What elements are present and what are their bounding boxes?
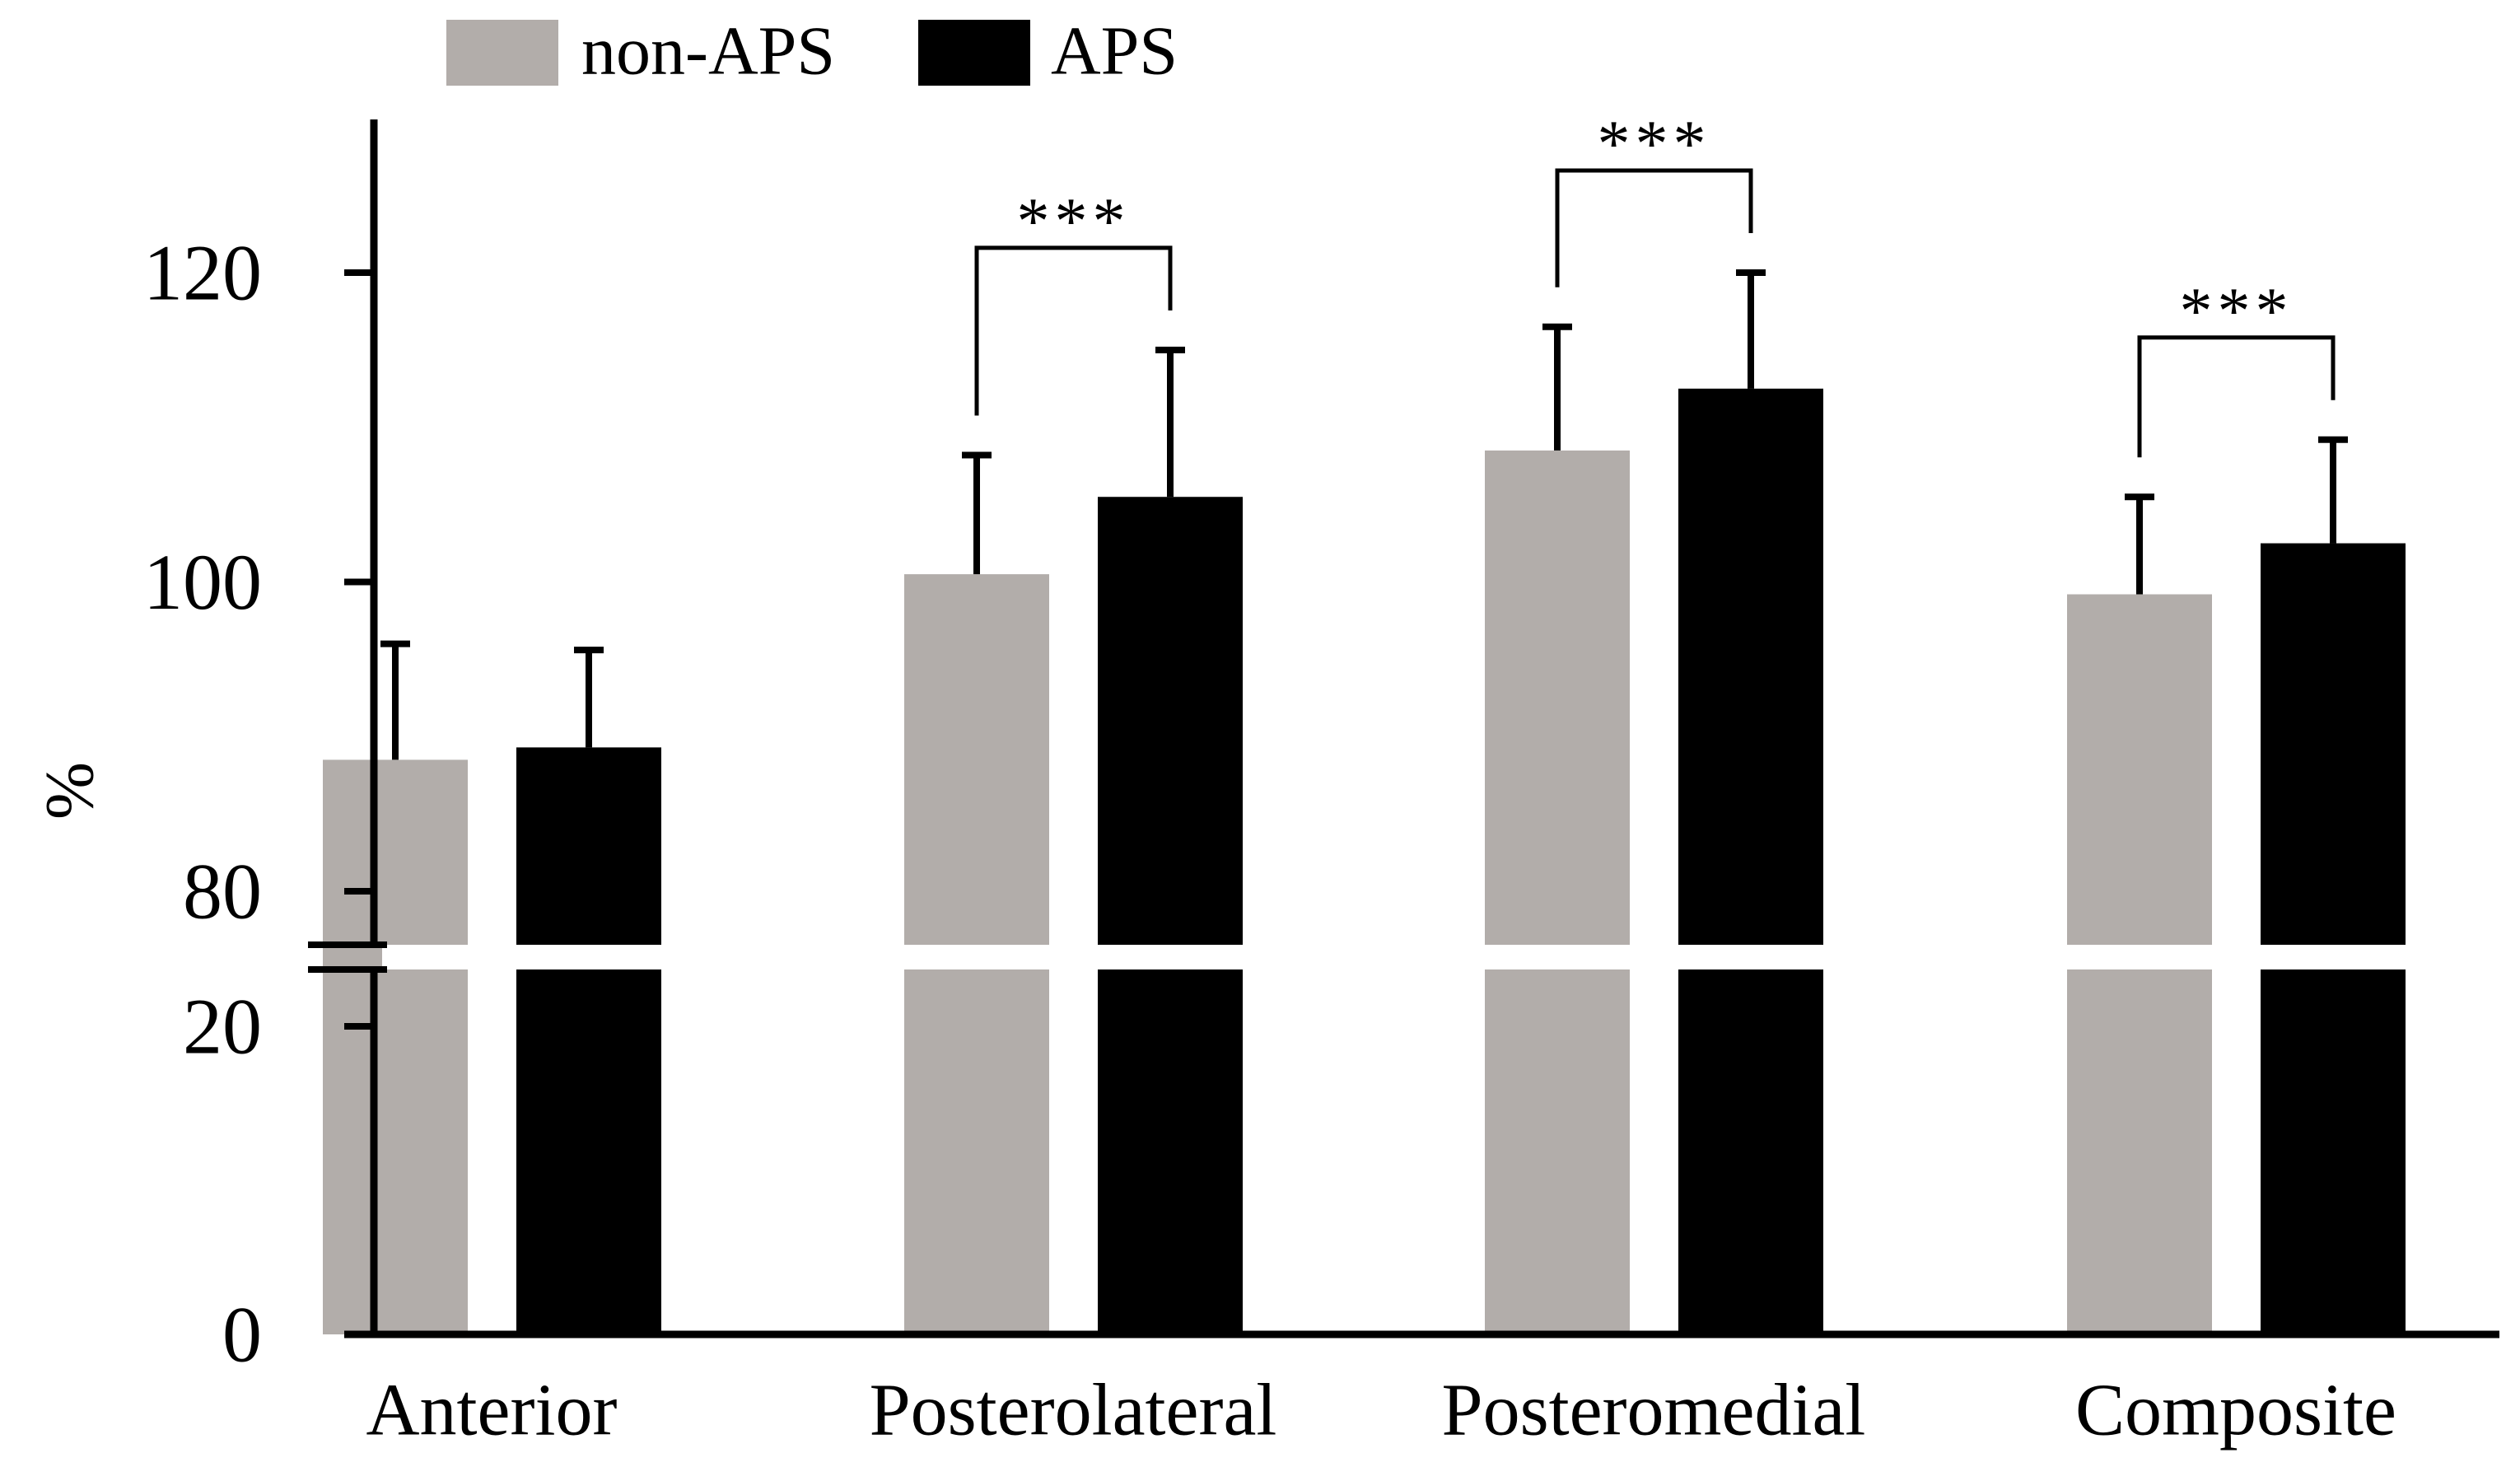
axis-break-band [382,945,2508,969]
bar-aps-anterior [516,747,661,1334]
axes: 0 20 80 100 120 [143,119,2499,1379]
x-tick-label-composite: Composite [2075,1370,2396,1451]
error-bars [380,269,2348,760]
significance-bracket-composite [2137,335,2336,458]
legend-label-non-aps: non-APS [581,13,835,90]
legend-swatch-aps [918,20,1030,86]
labels: % Anterior Posterolateral Posteromedial Comp… [32,762,2397,1451]
bar-aps-posterolateral [1098,497,1243,1334]
bar-non-aps-anterior [323,759,468,1334]
x-tick-label-anterior: Anterior [366,1370,618,1451]
bar-non-aps-posteromedial [1485,450,1630,1334]
y-tick-label-100: 100 [143,538,262,626]
significance-brackets: *** *** *** [974,108,2336,458]
bar-aps-posteromedial [1678,388,1823,1334]
significance-bracket-posteromedial [1555,168,1753,287]
legend: non-APS APS [446,13,1178,90]
y-tick-label-80: 80 [183,848,262,936]
y-axis-label: % [32,762,109,820]
significance-bracket-posterolateral [974,245,1173,416]
legend-swatch-non-aps [446,20,558,86]
bar-aps-composite [2261,543,2406,1334]
axis-break-gap [382,945,2508,969]
significance-label-posteromedial: *** [1598,108,1711,180]
y-tick-label-120: 120 [143,229,262,317]
x-tick-label-posteromedial: Posteromedial [1442,1370,1866,1451]
significance-label-posterolateral: *** [1017,185,1131,258]
bars [323,388,2406,1334]
legend-label-aps: APS [1051,13,1178,90]
significance-label-composite: *** [2180,275,2294,348]
y-tick-label-0: 0 [222,1291,262,1379]
x-tick-label-posterolateral: Posterolateral [870,1370,1277,1451]
y-tick-label-20: 20 [183,983,262,1071]
